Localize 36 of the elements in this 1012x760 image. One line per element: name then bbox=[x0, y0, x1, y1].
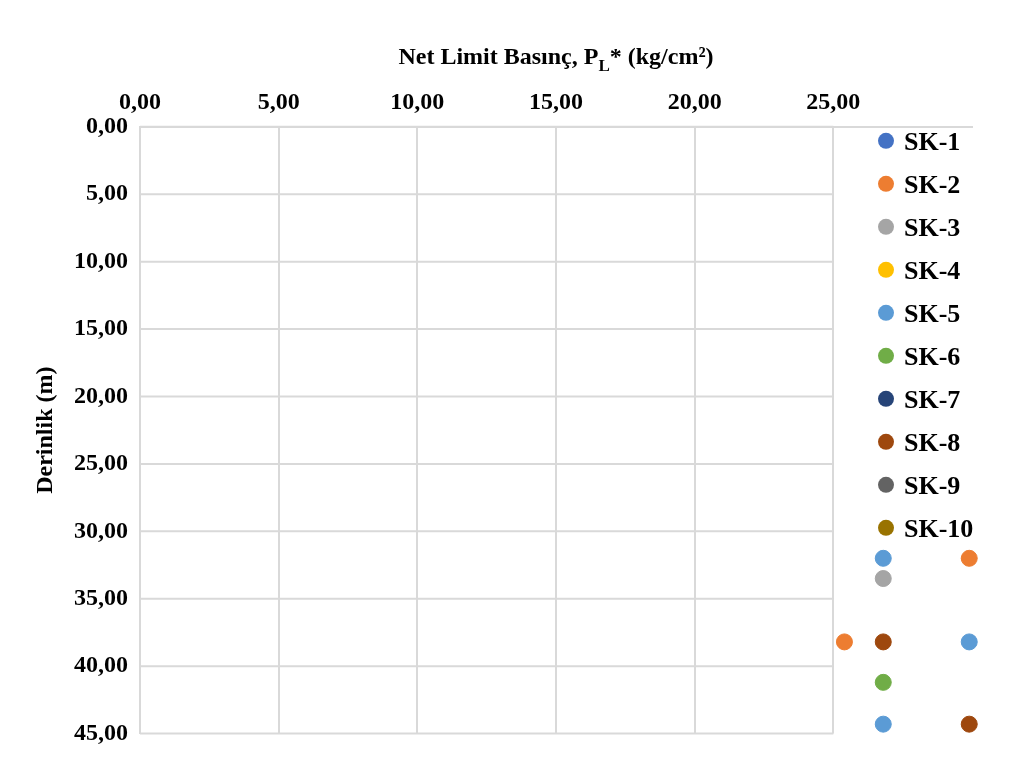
y-tick-label: 40,00 bbox=[74, 651, 128, 678]
legend-label: SK-6 bbox=[904, 341, 961, 371]
legend-label: SK-7 bbox=[904, 384, 961, 414]
y-tick-label: 45,00 bbox=[74, 718, 128, 745]
y-tick-label: 20,00 bbox=[74, 381, 128, 408]
point bbox=[960, 549, 978, 567]
y-tick-label: 30,00 bbox=[74, 516, 128, 543]
y-tick-label: 15,00 bbox=[74, 314, 128, 341]
x-tick-label: 20,00 bbox=[667, 87, 722, 114]
legend-label: SK-3 bbox=[904, 212, 961, 242]
x-tick-label: 15,00 bbox=[529, 87, 583, 114]
legend-label: SK-5 bbox=[904, 298, 961, 328]
x-tick-label: 0,00 bbox=[119, 87, 161, 114]
legend-label: SK-10 bbox=[904, 513, 974, 543]
point bbox=[874, 549, 892, 567]
x-tick-label: 5,00 bbox=[257, 87, 300, 114]
point bbox=[960, 633, 978, 651]
point bbox=[874, 633, 892, 651]
x-tick-label: 25,00 bbox=[806, 87, 861, 114]
x-tick-label: 10,00 bbox=[390, 87, 445, 114]
point bbox=[835, 633, 853, 651]
legend-label: SK-8 bbox=[904, 427, 961, 457]
legend-label: SK-9 bbox=[904, 470, 961, 500]
y-axis-title: Derinlik (m) bbox=[31, 366, 57, 494]
point bbox=[874, 715, 892, 733]
legend-label: SK-2 bbox=[904, 169, 961, 199]
y-tick-label: 35,00 bbox=[74, 583, 128, 610]
y-tick-label: 0,00 bbox=[86, 112, 128, 138]
y-tick-label: 10,00 bbox=[74, 246, 128, 273]
point bbox=[874, 673, 892, 691]
y-tick-label: 5,00 bbox=[86, 179, 128, 206]
legend-label: SK-4 bbox=[904, 255, 961, 285]
point bbox=[960, 715, 978, 733]
y-tick-label: 25,00 bbox=[74, 449, 128, 476]
legend-label: SK-1 bbox=[904, 126, 961, 156]
point bbox=[874, 570, 892, 588]
